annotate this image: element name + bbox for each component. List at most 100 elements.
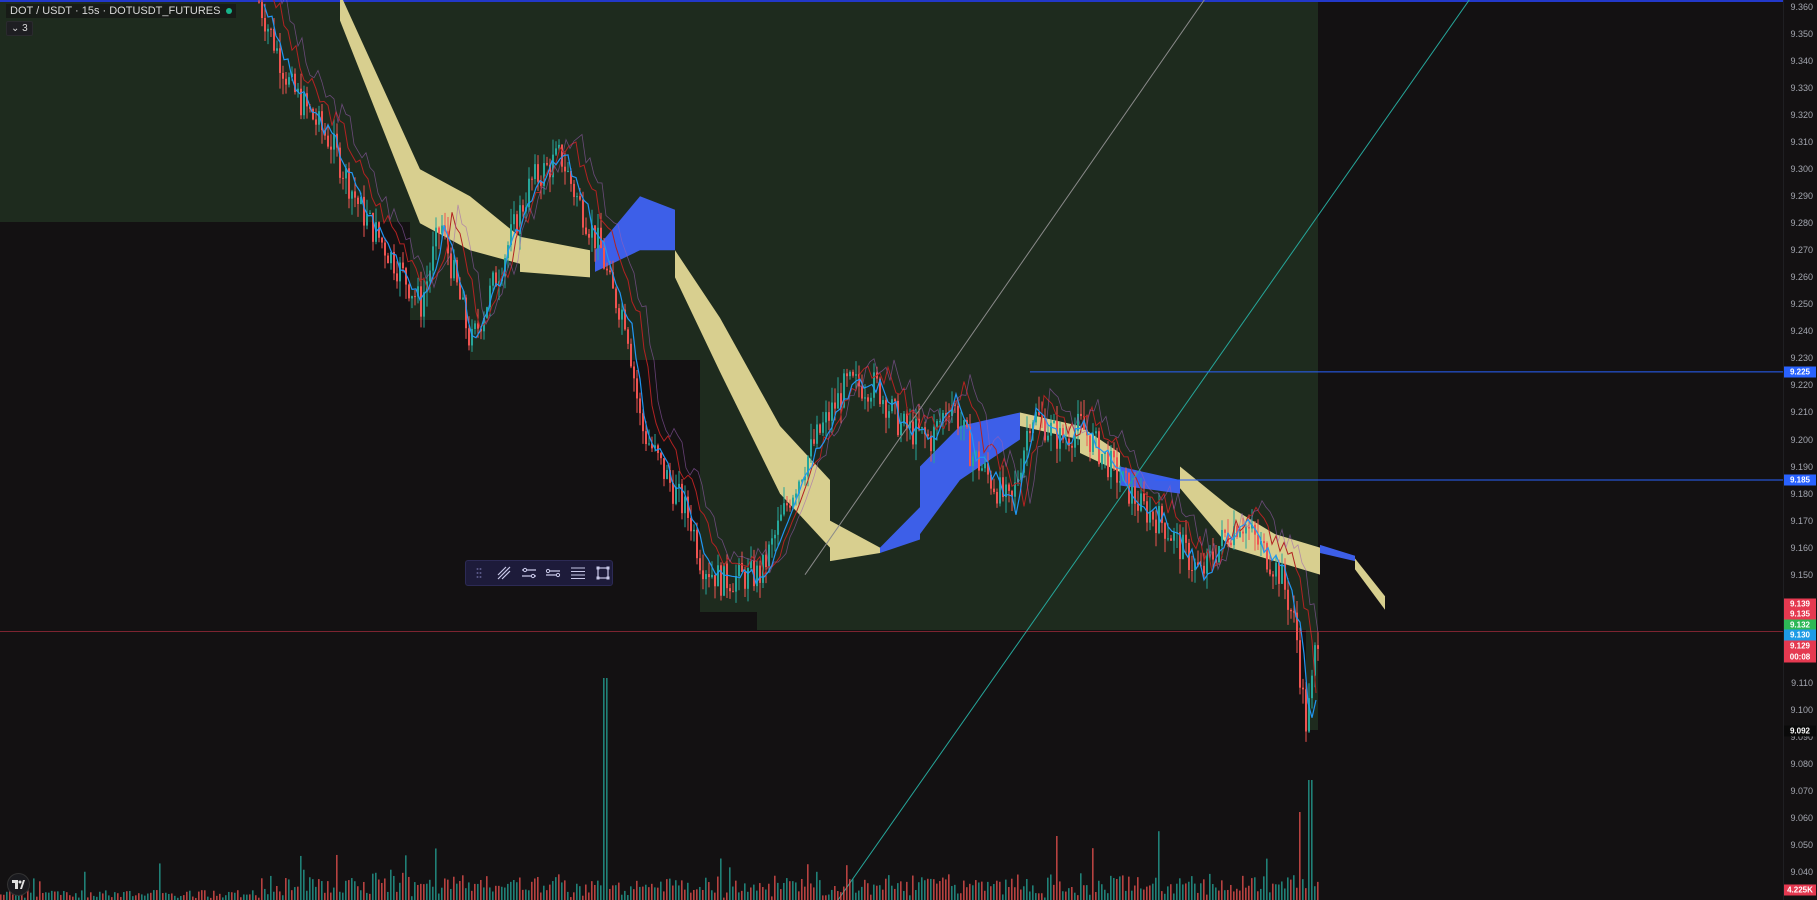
candle [381,237,383,243]
candle [789,505,791,508]
candle [615,288,617,309]
candle [327,135,329,147]
volume-bar [552,881,554,900]
price-tick-label: 9.180 [1790,488,1813,499]
volume-bar [1242,875,1244,900]
ray-icon[interactable] [544,563,563,583]
ichimoku-base-line [273,0,1317,694]
volume-bar [915,890,917,900]
price-tick-label: 9.350 [1790,29,1813,40]
candle [738,563,740,576]
volume-bar [525,889,527,900]
volume-bar [1236,888,1238,900]
volume-bar [909,895,911,900]
candle [903,413,905,424]
volume-bar [1299,812,1301,900]
candle [861,386,863,399]
volume-bar [3,894,5,900]
candle [744,571,746,589]
candle [813,439,815,444]
volume-bar [1005,879,1007,900]
candle [720,565,722,596]
volume-bar [777,882,779,900]
volume-bar [180,895,182,900]
volume-bar [882,889,884,900]
trend-line-icon[interactable] [495,563,514,583]
trend-line-grey [804,0,1205,575]
parallel-channel-icon[interactable] [569,563,588,583]
symbol-title[interactable]: DOT / USDT · 15s · DOTUSDT_FUTURES [6,4,237,18]
volume-bar [405,855,407,900]
volume-bar [786,878,788,900]
volume-bar [162,893,164,900]
volume-bar [471,890,473,900]
volume-bar [870,894,872,900]
volume-bar [222,897,224,900]
volume-bar [1257,891,1259,900]
price-axis[interactable]: 9.360 9.350 9.340 9.330 9.320 9.310 9.300 9.290… [1783,0,1817,900]
volume-bar [624,890,626,900]
candle [357,197,359,204]
volume-bar [528,890,530,900]
candle [729,588,731,592]
candle [282,72,284,79]
volume-bar [1263,876,1265,900]
volume-bar [891,885,893,900]
volume-bar [321,881,323,900]
volume-bar [849,879,851,900]
candle [732,591,734,593]
indicators-toggle-button[interactable]: ⌄ 3 [6,21,33,36]
volume-bar [360,890,362,900]
candle [663,458,665,479]
volume-bar [873,884,875,900]
volume-bar [507,883,509,900]
volume-bar [615,885,617,900]
candle [492,272,494,286]
volume-bar [1266,858,1268,900]
volume-bar [975,880,977,900]
volume-bar [1185,883,1187,900]
volume-bar [24,897,26,900]
price-tick-label: 9.080 [1790,758,1813,769]
candle [1227,532,1229,543]
candle [870,397,872,402]
volume-bar [297,886,299,900]
volume-bar [1197,892,1199,900]
candle [405,268,407,285]
candle [1173,532,1175,541]
drawing-toolbar[interactable] [465,560,613,586]
price-tick-label: 9.060 [1790,812,1813,823]
volume-bar [90,892,92,900]
volume-bar [396,891,398,900]
volume-bar [702,889,704,900]
rectangle-icon[interactable] [593,563,612,583]
candle [825,412,827,423]
position-zone [0,2,1318,730]
candle [399,262,401,282]
price-tick-label: 9.170 [1790,515,1813,526]
candle [960,426,962,429]
tradingview-logo-icon[interactable] [7,873,30,896]
candle [1314,645,1316,676]
candle [1197,562,1199,566]
volume-bar [945,879,947,900]
candle [1215,559,1217,563]
volume-bar [327,881,329,900]
volume-bar [255,895,257,900]
volume-bar [1101,884,1103,900]
volume-bar [798,891,800,900]
candle [774,534,776,539]
volume-bar [300,855,302,900]
drag-handle-icon[interactable] [470,563,489,583]
volume-bar [1002,894,1004,900]
candle [807,456,809,477]
volume-bar [117,893,119,900]
volume-bar [351,878,353,900]
volume-bar [420,883,422,900]
path-icon[interactable] [519,563,538,583]
ichimoku-cloud [340,0,1385,610]
candle [1167,538,1169,540]
candle [711,574,713,578]
